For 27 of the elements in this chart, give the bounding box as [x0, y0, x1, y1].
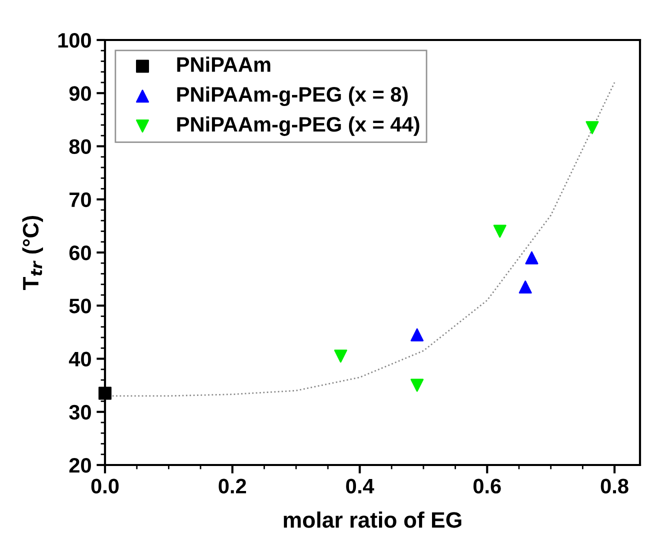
point	[586, 121, 599, 134]
x-axis-title: molar ratio of EG	[284, 512, 462, 528]
point	[410, 378, 424, 392]
x-tick-label: 0.2	[218, 478, 246, 494]
point	[410, 328, 424, 342]
y-tick-label: 90	[69, 86, 91, 101]
point	[525, 251, 538, 264]
y-tick-label: 70	[70, 192, 91, 208]
y-tick-label: 60	[69, 246, 91, 260]
point	[518, 280, 532, 294]
y-tick-label: 100	[58, 33, 91, 48]
y-tick-label: 30	[69, 404, 91, 420]
y-tick-label: 20	[69, 458, 91, 473]
y-axis-title: T$_{tr}$ (°C)	[22, 216, 43, 290]
legend-label: PNiPAAm	[177, 56, 270, 72]
x-tick-label: 0.0	[91, 478, 119, 494]
legend-label: PNiPAAm-g-PEG (x = 44)	[177, 116, 420, 136]
y-tick-label: 80	[69, 139, 91, 154]
point	[493, 224, 506, 238]
x-tick-label: 0.4	[346, 478, 374, 494]
y-tick-label: 40	[68, 352, 91, 367]
x-tick-label: 0.6	[473, 478, 501, 494]
point	[334, 350, 348, 363]
y-tick-label: 50	[69, 298, 91, 314]
point	[98, 386, 112, 400]
legend-label: PNiPAAm-g-PEG (x = 8)	[177, 86, 408, 106]
x-tick-label: 0.8	[600, 478, 628, 494]
